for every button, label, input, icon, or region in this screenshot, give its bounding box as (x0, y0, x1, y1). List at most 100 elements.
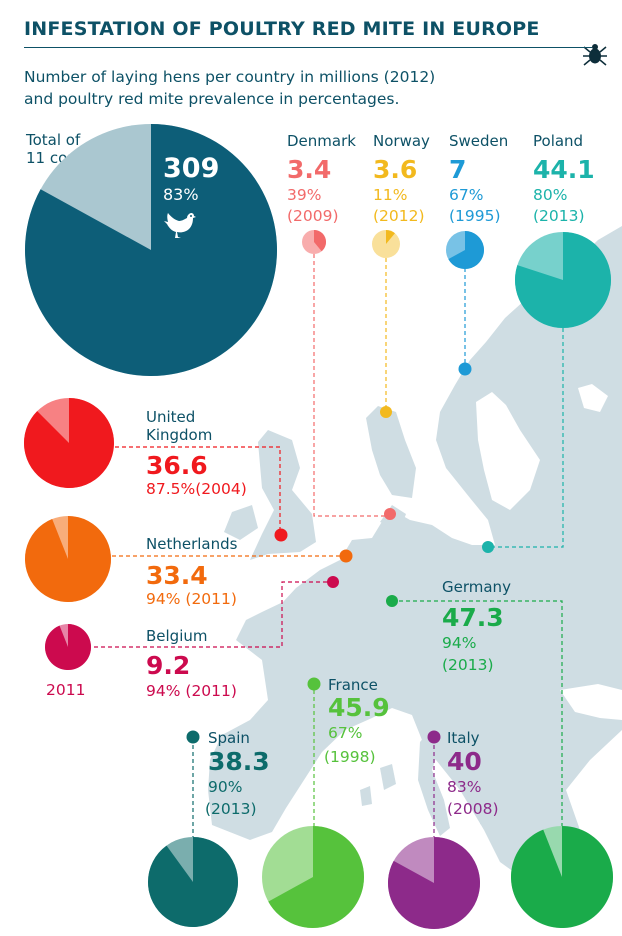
subtitle-line-2: and poultry red mite prevalence in perce… (24, 90, 400, 108)
norway-year: (2012) (373, 207, 425, 225)
pie-netherlands (25, 516, 112, 602)
pie-belgium (45, 624, 92, 671)
norway-name: Norway (373, 132, 430, 150)
leader-uk (115, 446, 281, 535)
germany-pie-slice (511, 826, 614, 928)
germany-name: Germany (442, 578, 511, 596)
netherlands-name: Netherlands (146, 535, 238, 553)
belgium-prevalence: 94% (146, 682, 181, 700)
italy-name: Italy (447, 729, 480, 747)
uk-year: (2004) (195, 480, 247, 498)
dot-poland (482, 541, 494, 553)
sweden-name: Sweden (449, 132, 509, 150)
spain-name: Spain (208, 729, 250, 747)
norway-pie-slice (386, 230, 395, 244)
france-prevalence: 67% (328, 724, 363, 742)
spain-pie-slice (147, 837, 238, 928)
total-label-line-1: Total of (26, 131, 81, 149)
total-pie-slice (25, 124, 278, 376)
belgium-name: Belgium (146, 627, 208, 645)
hen-icon (164, 212, 196, 238)
dot-spain (186, 730, 200, 744)
poland-hens: 44.1 (533, 155, 595, 184)
dot-netherlands (339, 549, 353, 563)
norway-prevalence: 11% (373, 186, 408, 204)
france-name: France (328, 676, 378, 694)
poland-prevalence: 80% (533, 186, 568, 204)
dot-sweden (458, 362, 472, 376)
leader-belgium (94, 581, 333, 648)
pie-france (262, 826, 365, 928)
total-value: 309 (163, 153, 220, 184)
pie-norway (372, 230, 400, 258)
belgium-pie-slice (45, 624, 92, 671)
leader-poland (488, 328, 564, 548)
poland-name: Poland (533, 132, 584, 150)
subtitle: Number of laying hens per country in mil… (24, 66, 435, 110)
total-percent: 83% (163, 185, 199, 204)
france-hens: 45.9 (328, 693, 390, 722)
netherlands-prevalence: 94% (146, 590, 181, 608)
sweden-pie-slice (448, 231, 485, 269)
dot-france (307, 677, 321, 691)
france-year: (1998) (324, 748, 376, 766)
poland-year: (2013) (533, 207, 585, 225)
pie-uk (23, 398, 114, 488)
dot-uk (274, 528, 288, 542)
uk-name: United Kingdom (146, 408, 212, 444)
pie-denmark (302, 230, 327, 254)
sweden-year: (1995) (449, 207, 501, 225)
belgium-pie-label: 2011 (46, 681, 86, 699)
spain-hens: 38.3 (208, 747, 270, 776)
italy-hens: 40 (447, 747, 482, 776)
netherlands-pie-slice (25, 516, 112, 602)
pie-germany (511, 826, 614, 928)
italy-prevalence: 83% (447, 778, 482, 796)
denmark-year: (2009) (287, 207, 339, 225)
uk-hens: 36.6 (146, 451, 208, 480)
leader-denmark (313, 254, 390, 517)
denmark-prevalence: 39% (287, 186, 322, 204)
sweden-hens: 7 (449, 155, 467, 184)
belgium-prevalence-year: 94% (2011) (146, 680, 237, 702)
belgium-year: (2011) (185, 682, 237, 700)
pie-italy (388, 837, 481, 930)
title-divider (24, 47, 592, 48)
belgium-hens: 9.2 (146, 651, 191, 680)
pie-poland (515, 232, 612, 328)
germany-hens: 47.3 (442, 603, 504, 632)
dot-belgium (327, 576, 339, 588)
italy-year: (2008) (447, 800, 499, 818)
dot-denmark (384, 508, 396, 520)
uk-pie-slice (23, 398, 114, 488)
dot-norway (380, 406, 392, 418)
denmark-hens: 3.4 (287, 155, 332, 184)
pie-sweden (446, 231, 485, 269)
subtitle-line-1: Number of laying hens per country in mil… (24, 68, 436, 86)
uk-name-line-2: Kingdom (146, 426, 213, 444)
denmark-pie-slice (314, 230, 327, 252)
page-title: INFESTATION OF POULTRY RED MITE IN EUROP… (24, 18, 540, 40)
map-seas (476, 384, 622, 720)
norway-hens: 3.6 (373, 155, 418, 184)
france-pie-slice (268, 826, 365, 928)
dot-germany (386, 595, 398, 607)
pie-total (25, 124, 278, 376)
spain-prevalence: 90% (208, 778, 243, 796)
netherlands-prevalence-year: 94% (2011) (146, 588, 237, 610)
italy-pie-slice (388, 837, 481, 930)
uk-prevalence-year: 87.5%(2004) (146, 478, 247, 500)
poland-pie-slice (515, 232, 612, 328)
map-land (208, 226, 622, 880)
dot-italy (427, 730, 441, 744)
spain-year: (2013) (205, 800, 257, 818)
sweden-prevalence: 67% (449, 186, 484, 204)
uk-prevalence: 87.5% (146, 480, 196, 498)
leader-germany (392, 600, 563, 838)
germany-year: (2013) (442, 656, 494, 674)
